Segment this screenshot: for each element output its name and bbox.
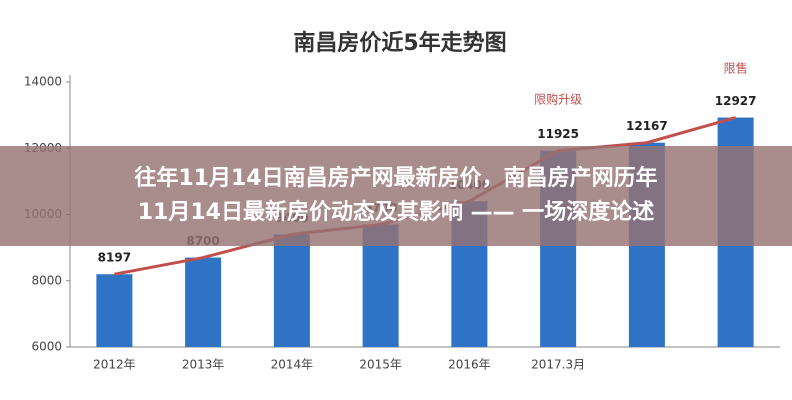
chart-title: 南昌房价近5年走势图: [293, 30, 506, 56]
x-tick-label: 2012年: [93, 358, 136, 372]
x-tick-label: 2016年: [448, 358, 491, 372]
y-tick-label: 14000: [24, 75, 62, 89]
y-tick-label: 8000: [31, 273, 62, 287]
data-label: 8197: [98, 251, 131, 265]
banner-line: 11月14日最新房价动态及其影响 —— 一场深度论述: [137, 200, 655, 225]
bar: [96, 274, 133, 347]
x-tick-label: 2013年: [182, 358, 225, 372]
data-label: 12167: [626, 119, 668, 133]
y-tick-label: 6000: [31, 340, 62, 354]
data-label: 11925: [537, 127, 579, 141]
data-label: 12927: [715, 94, 757, 108]
title-banner: 往年11月14日南昌房产网最新房价，南昌房产网历年 11月14日最新房价动态及其…: [0, 146, 792, 246]
bar: [185, 257, 222, 347]
annotation: 限购升级: [534, 92, 582, 107]
bar: [273, 234, 310, 347]
x-tick-label: 2017.3月: [531, 358, 585, 372]
banner-line: 往年11月14日南昌房产网最新房价，南昌房产网历年: [134, 166, 658, 191]
x-tick-label: 2015年: [359, 358, 402, 372]
x-tick-label: 2014年: [271, 358, 314, 372]
annotation: 限售: [724, 61, 748, 76]
